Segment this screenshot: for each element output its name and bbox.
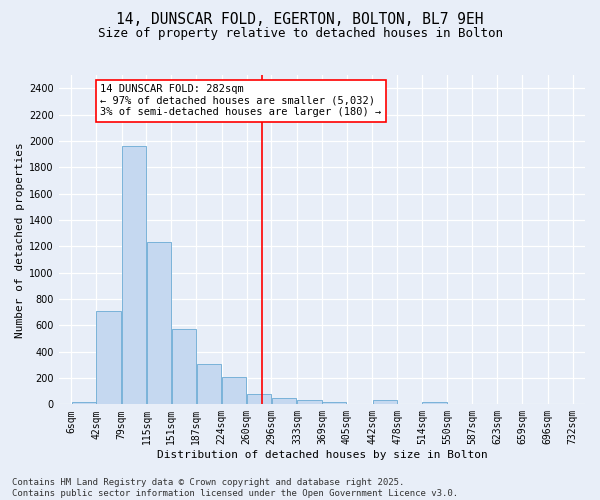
Bar <box>147 242 171 404</box>
Bar <box>71 402 95 404</box>
Text: Contains HM Land Registry data © Crown copyright and database right 2025.
Contai: Contains HM Land Registry data © Crown c… <box>12 478 458 498</box>
Text: 14 DUNSCAR FOLD: 282sqm
← 97% of detached houses are smaller (5,032)
3% of semi-: 14 DUNSCAR FOLD: 282sqm ← 97% of detache… <box>100 84 382 117</box>
Bar <box>247 394 271 404</box>
Bar <box>373 400 397 404</box>
Bar <box>298 400 322 404</box>
Bar <box>97 311 121 404</box>
Bar <box>222 376 246 404</box>
Bar <box>322 402 346 404</box>
Bar <box>172 328 196 404</box>
Bar <box>197 364 221 405</box>
X-axis label: Distribution of detached houses by size in Bolton: Distribution of detached houses by size … <box>157 450 487 460</box>
Text: 14, DUNSCAR FOLD, EGERTON, BOLTON, BL7 9EH: 14, DUNSCAR FOLD, EGERTON, BOLTON, BL7 9… <box>116 12 484 28</box>
Y-axis label: Number of detached properties: Number of detached properties <box>15 142 25 338</box>
Text: Size of property relative to detached houses in Bolton: Size of property relative to detached ho… <box>97 28 503 40</box>
Bar <box>122 146 146 405</box>
Bar <box>422 402 446 404</box>
Bar <box>272 398 296 404</box>
